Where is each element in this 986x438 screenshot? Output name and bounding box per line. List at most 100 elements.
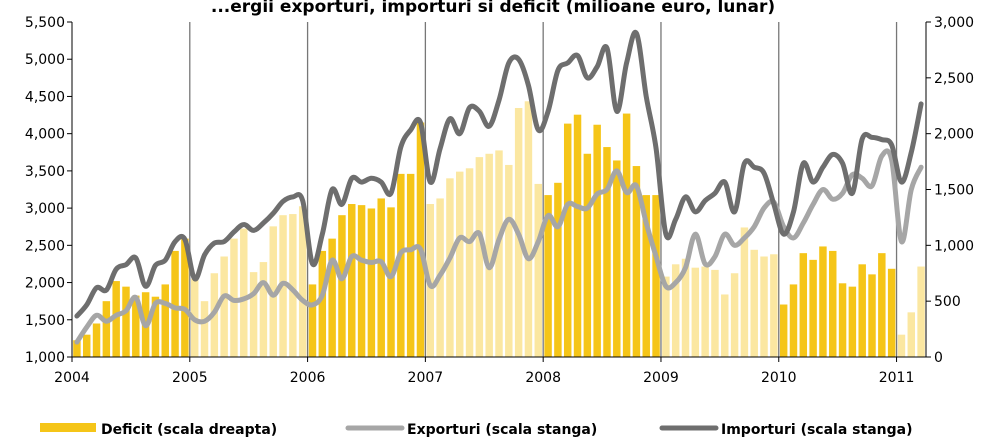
deficit-bar xyxy=(122,286,130,357)
deficit-bar xyxy=(613,160,621,357)
deficit-bar xyxy=(642,195,650,357)
right-tick-label: 1,000 xyxy=(934,238,974,254)
exports-line xyxy=(74,148,924,345)
deficit-bar xyxy=(701,266,709,357)
right-axis-ticks: 0 500 1,000 1,500 2,000 2,500 3,000 xyxy=(926,15,974,366)
x-tick-label: 2009 xyxy=(643,370,679,386)
x-tick-label: 2005 xyxy=(172,370,208,386)
deficit-bar xyxy=(750,249,758,357)
deficit-bar xyxy=(102,301,111,357)
left-tick-label: 2,000 xyxy=(25,276,65,292)
right-tick-label: 2,000 xyxy=(934,127,974,143)
deficit-bar xyxy=(328,238,336,357)
deficit-bar xyxy=(200,301,209,357)
deficit-bar xyxy=(868,274,876,357)
deficit-bar xyxy=(829,250,837,357)
left-tick-label: 3,000 xyxy=(25,201,65,217)
deficit-bar xyxy=(112,281,120,357)
left-tick-label: 2,500 xyxy=(25,238,65,254)
deficit-bar xyxy=(298,206,307,357)
deficit-bar xyxy=(259,262,268,357)
deficit-bar xyxy=(681,258,690,357)
deficit-bar xyxy=(652,195,660,357)
deficit-bar xyxy=(603,147,611,357)
deficit-bar xyxy=(721,294,729,357)
deficit-bar xyxy=(848,286,857,357)
deficit-bar xyxy=(583,153,592,357)
deficit-bar xyxy=(662,276,670,357)
deficit-bar xyxy=(485,153,493,357)
left-tick-label: 4,000 xyxy=(25,127,65,143)
deficit-bar xyxy=(387,207,395,357)
deficit-bar xyxy=(524,101,533,358)
legend: Deficit (scala dreapta) Exporturi (scala… xyxy=(40,422,912,438)
deficit-bar xyxy=(397,173,405,357)
deficit-bar xyxy=(338,215,346,357)
deficit-bar xyxy=(348,204,356,357)
deficit-bar xyxy=(456,171,464,357)
right-tick-label: 2,500 xyxy=(934,71,974,87)
deficit-bars xyxy=(73,101,925,358)
legend-swatch-deficit xyxy=(40,423,96,432)
x-tick-label: 2004 xyxy=(54,370,90,386)
x-axis-ticks: 2004 2005 2006 2007 2008 2009 2010 2011 xyxy=(54,357,914,386)
deficit-bar xyxy=(465,168,474,357)
x-tick-label: 2006 xyxy=(290,370,326,386)
deficit-bar xyxy=(377,198,385,357)
deficit-bar xyxy=(760,256,768,357)
deficit-bar xyxy=(406,173,415,357)
deficit-bar xyxy=(289,214,297,357)
deficit-bar xyxy=(92,323,101,357)
deficit-bar xyxy=(563,123,572,357)
x-tick-label: 2007 xyxy=(408,370,444,386)
deficit-bar xyxy=(740,227,749,357)
imports-line xyxy=(74,29,924,319)
legend-label-deficit: Deficit (scala dreapta) xyxy=(101,422,277,438)
deficit-bar xyxy=(544,195,552,357)
deficit-bar xyxy=(770,254,778,357)
deficit-bar xyxy=(132,295,140,357)
deficit-bar xyxy=(887,268,896,357)
deficit-bar xyxy=(249,272,258,357)
left-tick-label: 1,000 xyxy=(25,350,65,366)
deficit-bar xyxy=(799,253,808,357)
right-tick-label: 3,000 xyxy=(934,15,974,31)
left-tick-label: 3,500 xyxy=(25,164,65,180)
deficit-bar xyxy=(240,228,248,357)
deficit-bar xyxy=(730,273,739,357)
deficit-bar xyxy=(308,284,317,357)
deficit-bar xyxy=(878,253,886,357)
deficit-bar xyxy=(416,122,425,357)
deficit-bar xyxy=(917,266,925,357)
deficit-bar xyxy=(779,304,788,357)
deficit-bar xyxy=(858,264,866,357)
right-tick-label: 500 xyxy=(934,294,961,310)
legend-label-imports: Importuri (scala stanga) xyxy=(721,422,912,438)
series-lines xyxy=(74,29,924,345)
x-tick-label: 2008 xyxy=(525,370,561,386)
deficit-bar xyxy=(269,226,277,357)
deficit-bar xyxy=(318,250,327,357)
deficit-bar xyxy=(907,312,916,357)
deficit-bar xyxy=(151,296,160,357)
deficit-bar xyxy=(534,183,542,357)
x-tick-label: 2010 xyxy=(761,370,797,386)
legend-label-exports: Exporturi (scala stanga) xyxy=(407,422,597,438)
deficit-bar xyxy=(181,238,189,357)
deficit-bar xyxy=(554,182,562,357)
left-tick-label: 1,500 xyxy=(25,313,65,329)
right-tick-label: 1,500 xyxy=(934,183,974,199)
deficit-bar xyxy=(838,283,847,357)
deficit-bar xyxy=(220,256,228,357)
deficit-bar xyxy=(171,250,179,357)
deficit-bar xyxy=(357,205,366,357)
deficit-bar xyxy=(632,166,641,357)
deficit-bar xyxy=(593,124,601,357)
deficit-bar xyxy=(573,114,582,357)
deficit-bar xyxy=(367,208,376,357)
deficit-bar xyxy=(711,269,719,357)
left-axis-ticks: 1,000 1,500 2,000 2,500 3,000 3,500 4,000 4,500… xyxy=(25,15,72,366)
deficit-bar xyxy=(505,164,513,357)
